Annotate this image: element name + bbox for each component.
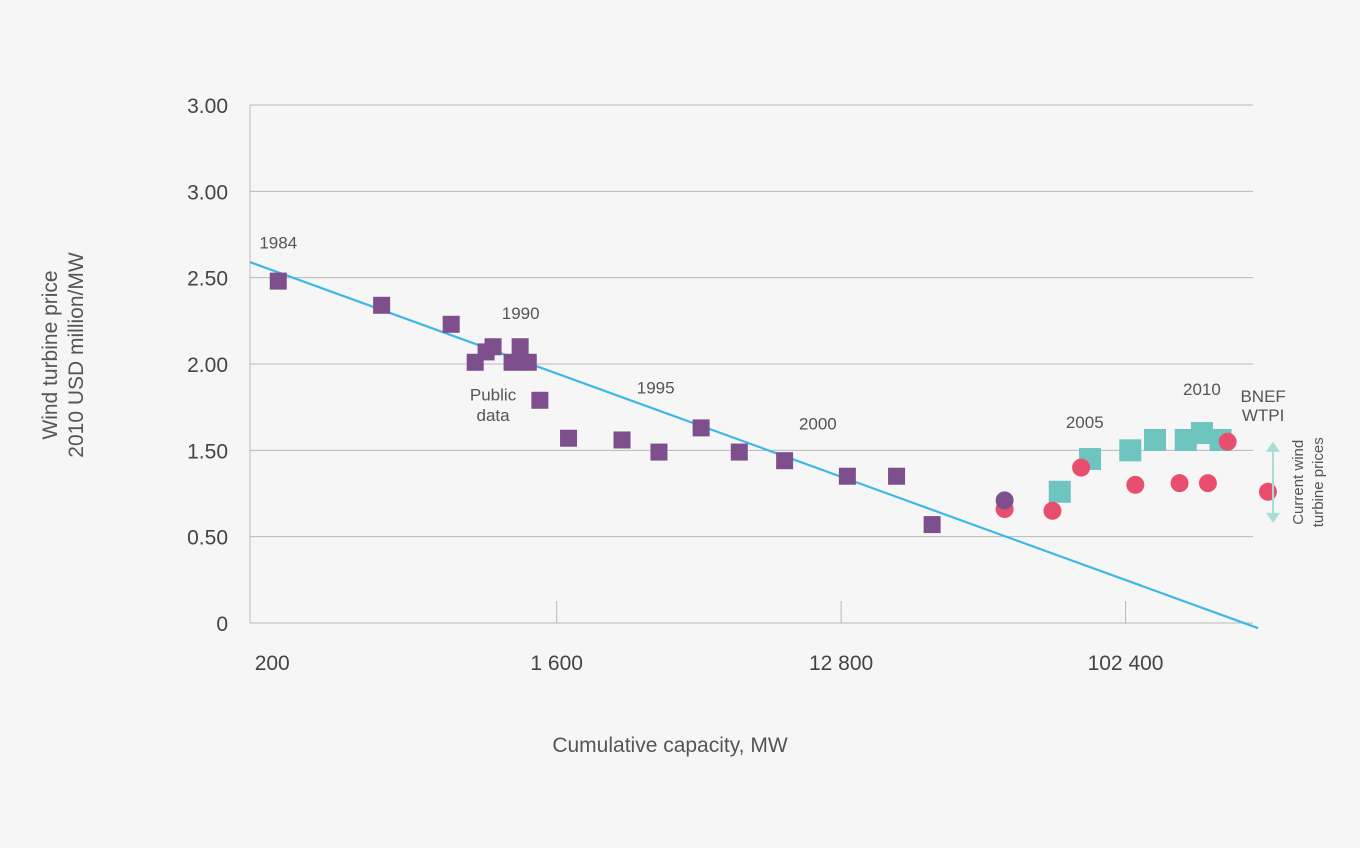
annotation-label: data <box>477 406 511 425</box>
data-point-square <box>838 467 856 485</box>
data-point-square <box>923 516 941 534</box>
data-point-square <box>484 338 502 356</box>
data-point-circle <box>1043 501 1062 520</box>
x-tick-label: 102 400 <box>1088 652 1164 675</box>
annotation-label: 2005 <box>1066 413 1104 432</box>
y-axis-title: Wind turbine price 2010 USD million/MW <box>38 190 118 520</box>
annotation-label: 1995 <box>637 378 675 397</box>
data-point-square <box>442 315 460 333</box>
data-point-circle <box>1218 432 1237 451</box>
y-tick-label: 0.50 <box>187 527 228 550</box>
data-point-circle <box>1126 475 1145 494</box>
data-point-square <box>692 419 710 437</box>
data-point-square <box>560 429 578 447</box>
data-point-square <box>1119 439 1142 462</box>
data-point-square <box>613 431 631 449</box>
x-tick-label: 1 600 <box>530 652 583 675</box>
annotation-label: 1990 <box>502 304 540 323</box>
data-point-square <box>373 296 391 314</box>
annotation-label: Public <box>470 385 517 404</box>
y-tick-label: 3.00 <box>187 181 228 204</box>
x-axis-title: Cumulative capacity, MW <box>552 734 788 757</box>
data-point-square <box>888 467 906 485</box>
x-tick-label: 12 800 <box>809 652 873 675</box>
y-axis-title-line1: Wind turbine price <box>39 270 62 440</box>
y-axis-title-line2: 2010 USD million/MW <box>65 252 88 458</box>
annotation-label: 2000 <box>799 415 837 434</box>
y-tick-label: 2.50 <box>187 268 228 291</box>
data-point-square <box>1048 480 1071 503</box>
data-point-square <box>776 452 794 470</box>
trend-line <box>249 261 1259 630</box>
data-point-circle <box>1170 474 1189 493</box>
bracket-arrow-bottom <box>1266 512 1280 523</box>
data-point-square <box>269 272 287 290</box>
data-point-square <box>503 353 521 371</box>
data-point-square <box>519 353 537 371</box>
annotation-label: BNEF <box>1240 387 1285 406</box>
y-tick-label: 2.00 <box>187 354 228 377</box>
annotation-label: WTPI <box>1242 406 1285 425</box>
x-tick-label: 200 <box>255 652 290 675</box>
data-point-square <box>650 443 668 461</box>
annotation-label: 2010 <box>1183 380 1221 399</box>
y-tick-label: 3.00 <box>187 95 228 118</box>
data-point-square <box>1190 422 1213 445</box>
bracket-label-line2: turbine prices <box>1310 437 1327 527</box>
data-point-circle <box>1072 458 1091 477</box>
data-point-square <box>1143 428 1166 451</box>
data-point-square <box>730 443 748 461</box>
data-point-circle <box>1198 474 1217 493</box>
y-tick-label: 0 <box>216 613 228 636</box>
bracket-arrow-top <box>1266 441 1280 452</box>
data-point-square <box>531 391 549 409</box>
data-point-square <box>511 338 529 356</box>
data-point-circle <box>995 491 1014 510</box>
annotation-label: 1984 <box>259 233 297 252</box>
y-tick-label: 1.50 <box>187 440 228 463</box>
bracket-label-line1: Current wind <box>1290 440 1307 525</box>
data-point-circle <box>1258 482 1277 501</box>
